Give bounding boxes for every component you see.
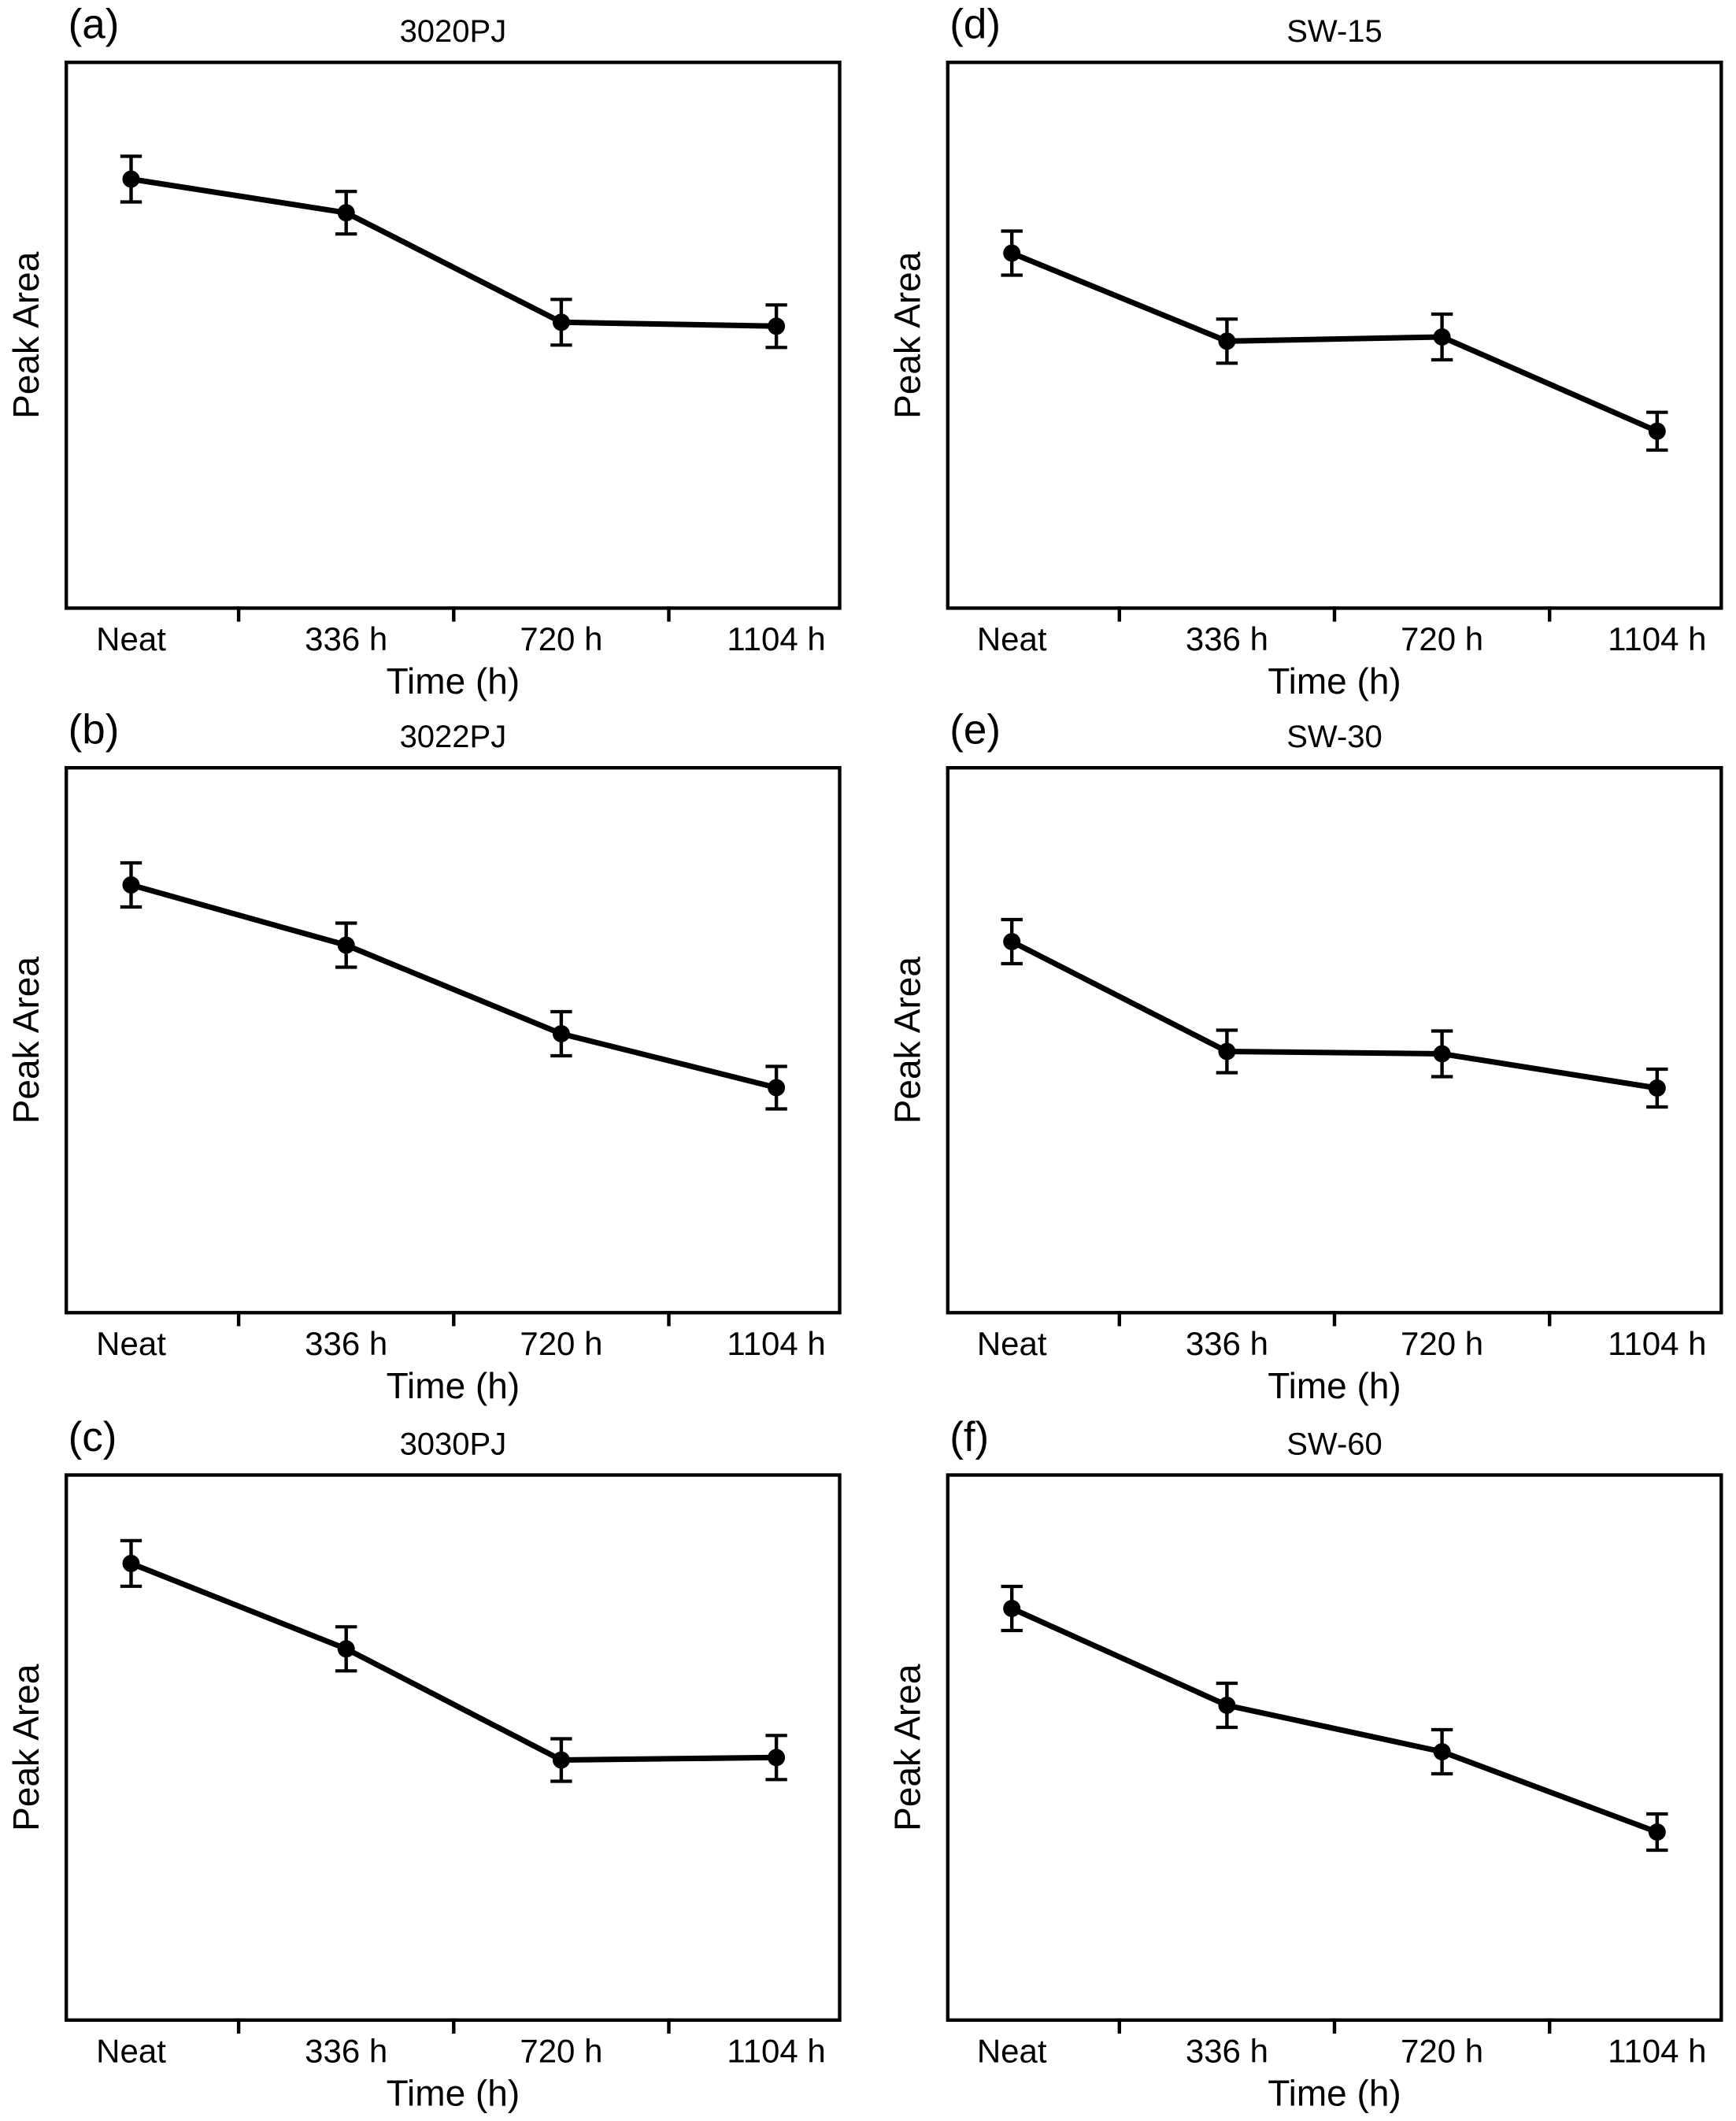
svg-text:720 h: 720 h — [520, 1325, 602, 1362]
svg-text:336 h: 336 h — [1186, 620, 1268, 657]
svg-text:720 h: 720 h — [520, 2033, 602, 2070]
svg-text:1104 h: 1104 h — [727, 2033, 825, 2070]
svg-text:Neat: Neat — [96, 620, 166, 657]
svg-text:336 h: 336 h — [305, 1325, 387, 1362]
svg-text:1104 h: 1104 h — [1608, 2033, 1706, 2070]
svg-text:336 h: 336 h — [305, 2033, 387, 2070]
svg-text:720 h: 720 h — [1401, 1325, 1483, 1362]
svg-text:(f): (f) — [949, 1414, 989, 1460]
svg-text:(e): (e) — [949, 707, 1001, 753]
svg-text:Time (h): Time (h) — [387, 661, 520, 701]
svg-text:Time (h): Time (h) — [1268, 1365, 1401, 1406]
svg-text:Time (h): Time (h) — [1268, 661, 1401, 701]
svg-text:Neat: Neat — [977, 1325, 1047, 1362]
svg-text:(b): (b) — [68, 707, 120, 753]
svg-text:3020PJ: 3020PJ — [400, 14, 507, 49]
svg-text:336 h: 336 h — [1186, 2033, 1268, 2070]
svg-text:1104 h: 1104 h — [1608, 620, 1706, 657]
svg-text:720 h: 720 h — [1401, 2033, 1483, 2070]
svg-text:Peak Area: Peak Area — [6, 1664, 46, 1831]
svg-text:Peak Area: Peak Area — [6, 957, 46, 1124]
svg-text:Neat: Neat — [977, 2033, 1047, 2070]
svg-text:1104 h: 1104 h — [727, 1325, 825, 1362]
svg-text:1104 h: 1104 h — [1608, 1325, 1706, 1362]
svg-text:1104 h: 1104 h — [727, 620, 825, 657]
svg-text:Peak Area: Peak Area — [887, 1664, 928, 1831]
svg-text:Peak Area: Peak Area — [887, 251, 928, 419]
svg-text:SW-30: SW-30 — [1286, 720, 1383, 754]
svg-text:(c): (c) — [68, 1414, 117, 1460]
svg-text:720 h: 720 h — [1401, 620, 1483, 657]
svg-text:336 h: 336 h — [1186, 1325, 1268, 1362]
svg-text:SW-60: SW-60 — [1286, 1427, 1383, 1461]
svg-text:Peak Area: Peak Area — [6, 251, 46, 419]
svg-text:3030PJ: 3030PJ — [400, 1427, 507, 1461]
svg-text:(d): (d) — [949, 2, 1001, 48]
svg-text:Time (h): Time (h) — [387, 1365, 520, 1406]
svg-text:Neat: Neat — [977, 620, 1047, 657]
svg-text:Peak Area: Peak Area — [887, 957, 928, 1124]
svg-text:Time (h): Time (h) — [387, 2073, 520, 2114]
svg-text:Time (h): Time (h) — [1268, 2073, 1401, 2114]
svg-text:SW-15: SW-15 — [1286, 14, 1383, 49]
svg-text:Neat: Neat — [96, 2033, 166, 2070]
svg-text:3022PJ: 3022PJ — [400, 720, 507, 754]
svg-text:Neat: Neat — [96, 1325, 166, 1362]
svg-text:(a): (a) — [68, 2, 120, 48]
svg-text:336 h: 336 h — [305, 620, 387, 657]
svg-text:720 h: 720 h — [520, 620, 602, 657]
